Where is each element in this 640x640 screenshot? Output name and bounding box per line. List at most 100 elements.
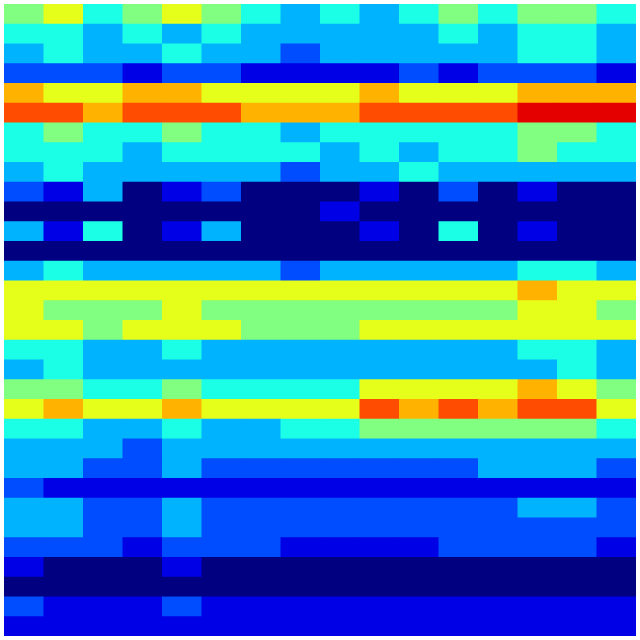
heatmap-cell xyxy=(162,438,202,459)
heatmap-cell xyxy=(280,221,321,242)
heatmap-cell xyxy=(83,418,123,439)
heatmap-cell xyxy=(399,379,439,400)
heatmap-cell xyxy=(438,478,479,499)
heatmap-cell xyxy=(359,596,400,617)
heatmap-cell xyxy=(83,517,123,538)
heatmap-cell xyxy=(122,517,163,538)
heatmap-cell xyxy=(83,43,123,64)
heatmap-cell xyxy=(359,438,400,459)
heatmap-cell xyxy=(43,43,84,64)
heatmap-cell xyxy=(478,181,518,202)
heatmap-cell xyxy=(359,339,400,360)
heatmap-cell xyxy=(320,339,360,360)
heatmap-cell xyxy=(517,359,558,380)
heatmap-cell xyxy=(438,201,479,222)
heatmap-cell xyxy=(517,576,558,597)
heatmap-cell xyxy=(201,339,242,360)
heatmap-cell xyxy=(478,221,518,242)
heatmap-cell xyxy=(359,359,400,380)
heatmap-cell xyxy=(83,241,123,262)
heatmap-cell xyxy=(517,260,558,281)
heatmap-cell xyxy=(201,122,242,143)
heatmap-cell xyxy=(241,418,281,439)
heatmap-cell xyxy=(596,478,636,499)
heatmap-cell xyxy=(438,4,479,25)
heatmap-cell xyxy=(162,43,202,64)
heatmap-cell xyxy=(280,497,321,518)
heatmap-cell xyxy=(399,63,439,84)
heatmap-cell xyxy=(478,122,518,143)
heatmap-cell xyxy=(122,320,163,341)
heatmap-cell xyxy=(359,557,400,578)
heatmap-cell xyxy=(596,63,636,84)
heatmap-cell xyxy=(162,23,202,44)
heatmap-cell xyxy=(399,181,439,202)
heatmap-cell xyxy=(4,616,44,636)
heatmap-cell xyxy=(478,379,518,400)
heatmap-cell xyxy=(122,359,163,380)
heatmap-cell xyxy=(438,102,479,123)
heatmap-cell xyxy=(438,63,479,84)
heatmap-cell xyxy=(320,517,360,538)
heatmap-cell xyxy=(83,162,123,183)
heatmap-cell xyxy=(359,102,400,123)
heatmap-cell xyxy=(241,300,281,321)
heatmap-cell xyxy=(241,379,281,400)
heatmap-cell xyxy=(43,478,84,499)
heatmap-cell xyxy=(201,241,242,262)
heatmap-cell xyxy=(320,359,360,380)
heatmap-cell xyxy=(241,4,281,25)
heatmap-cell xyxy=(162,537,202,558)
heatmap-cell xyxy=(43,438,84,459)
heatmap-cell xyxy=(478,162,518,183)
heatmap-cell xyxy=(517,497,558,518)
heatmap-cell xyxy=(201,142,242,163)
heatmap-cell xyxy=(399,478,439,499)
heatmap-cell xyxy=(241,478,281,499)
heatmap-cell xyxy=(557,478,597,499)
heatmap-cell xyxy=(201,576,242,597)
heatmap-cell xyxy=(241,320,281,341)
heatmap-cell xyxy=(596,576,636,597)
heatmap-cell xyxy=(320,162,360,183)
heatmap-cell xyxy=(122,201,163,222)
heatmap-cell xyxy=(83,497,123,518)
heatmap-cell xyxy=(162,320,202,341)
heatmap-cell xyxy=(517,43,558,64)
heatmap-cell xyxy=(43,280,84,301)
heatmap-cell xyxy=(438,221,479,242)
heatmap-cell xyxy=(399,359,439,380)
heatmap-cell xyxy=(517,142,558,163)
heatmap-cell xyxy=(517,616,558,636)
heatmap-cell xyxy=(320,221,360,242)
heatmap-cell xyxy=(280,320,321,341)
heatmap-cell xyxy=(557,23,597,44)
heatmap-cell xyxy=(478,418,518,439)
heatmap-cell xyxy=(280,359,321,380)
heatmap-cell xyxy=(4,300,44,321)
heatmap-cell xyxy=(4,122,44,143)
heatmap-cell xyxy=(596,260,636,281)
heatmap-cell xyxy=(399,280,439,301)
heatmap-cell xyxy=(399,4,439,25)
heatmap-cell xyxy=(517,241,558,262)
heatmap-cell xyxy=(122,4,163,25)
heatmap-cell xyxy=(517,596,558,617)
heatmap-cell xyxy=(43,458,84,479)
heatmap-cell xyxy=(4,458,44,479)
heatmap-cell xyxy=(162,280,202,301)
heatmap-cell xyxy=(557,399,597,420)
heatmap-cell xyxy=(596,399,636,420)
heatmap-cell xyxy=(438,320,479,341)
heatmap-cell xyxy=(399,517,439,538)
heatmap-cell xyxy=(43,339,84,360)
heatmap-cell xyxy=(596,616,636,636)
heatmap-cell xyxy=(280,537,321,558)
heatmap-cell xyxy=(162,399,202,420)
heatmap-cell xyxy=(557,379,597,400)
heatmap-cell xyxy=(280,557,321,578)
heatmap-cell xyxy=(438,339,479,360)
heatmap-cell xyxy=(162,576,202,597)
heatmap-cell xyxy=(596,497,636,518)
heatmap-cell xyxy=(478,596,518,617)
